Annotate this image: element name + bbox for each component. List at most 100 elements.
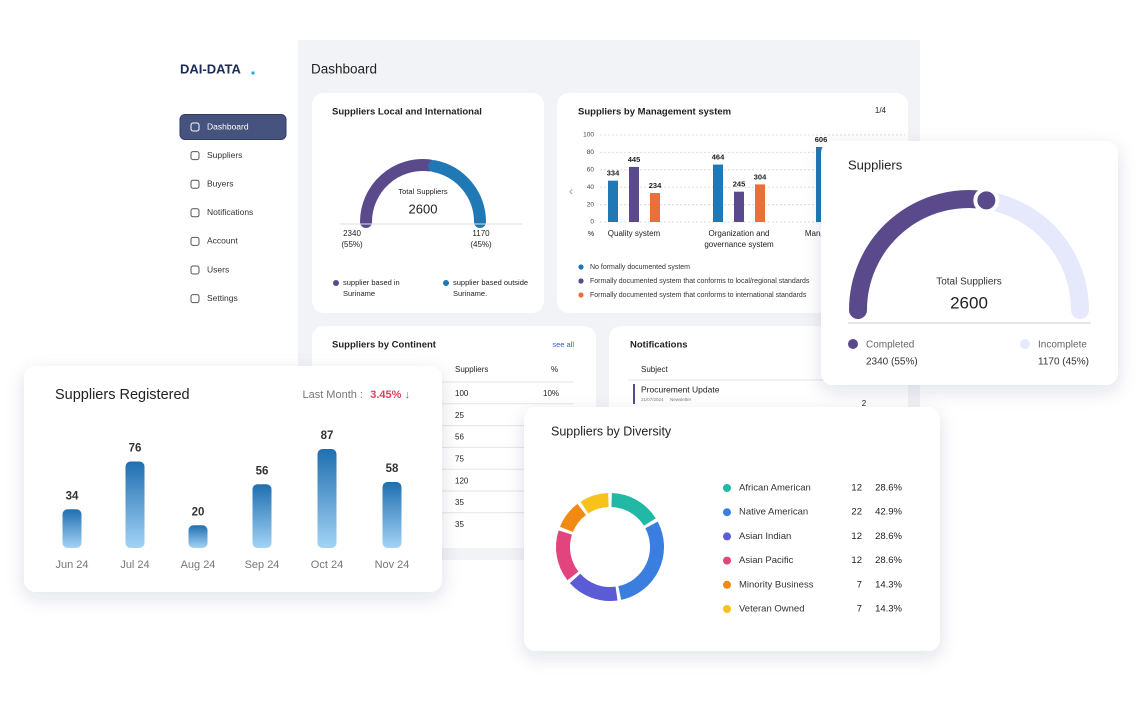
bar [62,509,82,548]
legend-name: Native American [739,507,808,518]
column-header: % [551,365,558,374]
cell: 35 [455,520,464,529]
gauge-label: Total Suppliers [936,277,1002,288]
see-all[interactable]: see all [552,340,574,349]
legend-value: 1170 (45%) [1038,357,1089,368]
suppliers-card: Suppliers Total Suppliers 2600 Completed 234… [821,141,1118,385]
bar [734,191,744,222]
x-tick-label: Organization and governance system [704,229,774,249]
item-marker [633,384,635,404]
gauge-knob [973,187,1000,214]
nav-item[interactable]: Dashboard [207,121,249,131]
legend-dot [723,556,731,565]
gauge-segment [428,160,486,228]
donut-segment [556,530,579,581]
donut-segment [569,573,618,601]
gauge-total: 2600 [950,293,988,312]
bar-label: 606 [815,135,828,144]
donut-segment [611,493,656,527]
gauge-label: Total Suppliers [398,187,447,196]
legend-dot [723,508,731,517]
y-tick-label: 100 [583,132,594,139]
legend-count: 12 [851,531,862,542]
nav-item[interactable]: Account [207,236,238,246]
pager[interactable]: 1/4 [875,106,887,115]
legend-box: supplier based outside Suriname. [453,278,529,298]
x-tick-label: Sep 24 [245,559,280,571]
bar [608,180,618,222]
legend-box: supplier based in Suriname [343,278,400,298]
card-title: Suppliers by Management system [578,107,731,118]
nav-icon [190,179,200,189]
legend-dot [578,292,584,298]
legend-label: Formally documented system that conforms… [590,292,807,299]
bar-label: 245 [733,180,746,189]
item-subject: Procurement Update [641,384,720,394]
item-count: 2 [862,399,867,408]
legend-label: supplier based outside Suriname. [453,278,529,298]
prev-arrow[interactable]: ‹ [569,184,573,198]
nav-item[interactable]: Users [207,264,229,274]
card-title: Suppliers by Diversity [551,424,672,438]
cell: 100 [455,389,469,398]
card-title: Suppliers Registered [55,387,190,403]
bar-label: 464 [712,153,725,162]
cell: 56 [455,433,464,442]
nav-item[interactable]: Settings [207,293,238,303]
item-date: 21/07/2024 [641,397,664,402]
nav-icon [190,151,200,161]
bar-label: 445 [628,155,641,164]
x-tick-label: Nov 24 [375,559,410,571]
legend-dot [723,484,731,492]
item-tag: Newsletter [670,397,692,402]
x-tick-label-box: Organization and governance system [704,229,774,249]
nav-item[interactable]: Suppliers [207,150,242,160]
legend-percent: 28.6% [875,555,902,566]
x-tick-label: Quality system [607,229,661,238]
segment-share: (45%) [470,240,492,249]
diversity-card: Suppliers by Diversity African American 12… [524,407,940,651]
legend-dot [578,278,584,284]
x-tick-label-box: Quality system [607,229,661,238]
legend-count: 7 [857,604,862,615]
dashboard-title: Dashboard [311,62,377,77]
y-tick-label: 0 [590,219,594,226]
cell: 25 [455,411,464,420]
legend-label: No formally documented system [590,264,690,271]
bar-label: 34 [66,490,79,502]
nav-item[interactable]: Buyers [207,178,233,188]
nav-icon [190,294,200,304]
gauge-segment [360,159,436,228]
legend-name: Veteran Owned [739,604,805,615]
legend-count: 7 [857,579,862,590]
bar [382,482,402,548]
legend-name: African American [739,483,811,494]
nav-active [179,114,287,140]
legend-name: Asian Pacific [739,555,794,566]
legend-dot [578,264,584,270]
bar-label: 20 [192,506,205,518]
donut-segment [559,503,587,533]
legend-percent: 42.9% [875,507,902,518]
nav-item[interactable]: Notifications [207,207,253,217]
card-title: Suppliers Local and International [332,107,482,118]
x-tick-label: Jul 24 [120,559,149,571]
legend-label: Formally documented system that conforms… [590,278,810,285]
legend-name: Minority Business [739,579,814,590]
legend-label: supplier based in Suriname [343,278,400,298]
logo-dot [251,71,255,75]
bar-label: 234 [649,181,662,190]
bar [650,193,660,222]
column-header: Suppliers [455,365,488,374]
legend-dot [333,280,339,286]
bar-label: 56 [256,465,269,477]
y-tick-label: 20 [587,201,595,208]
card-title: Notifications [630,340,688,351]
nav-icon [190,236,200,246]
donut-segment [580,493,609,514]
card-title: Suppliers [848,157,903,172]
registered-card: Suppliers Registered 3.45% ↓ Last Month : 3… [24,366,442,592]
card [821,141,1118,385]
x-tick-label: Oct 24 [311,559,343,571]
